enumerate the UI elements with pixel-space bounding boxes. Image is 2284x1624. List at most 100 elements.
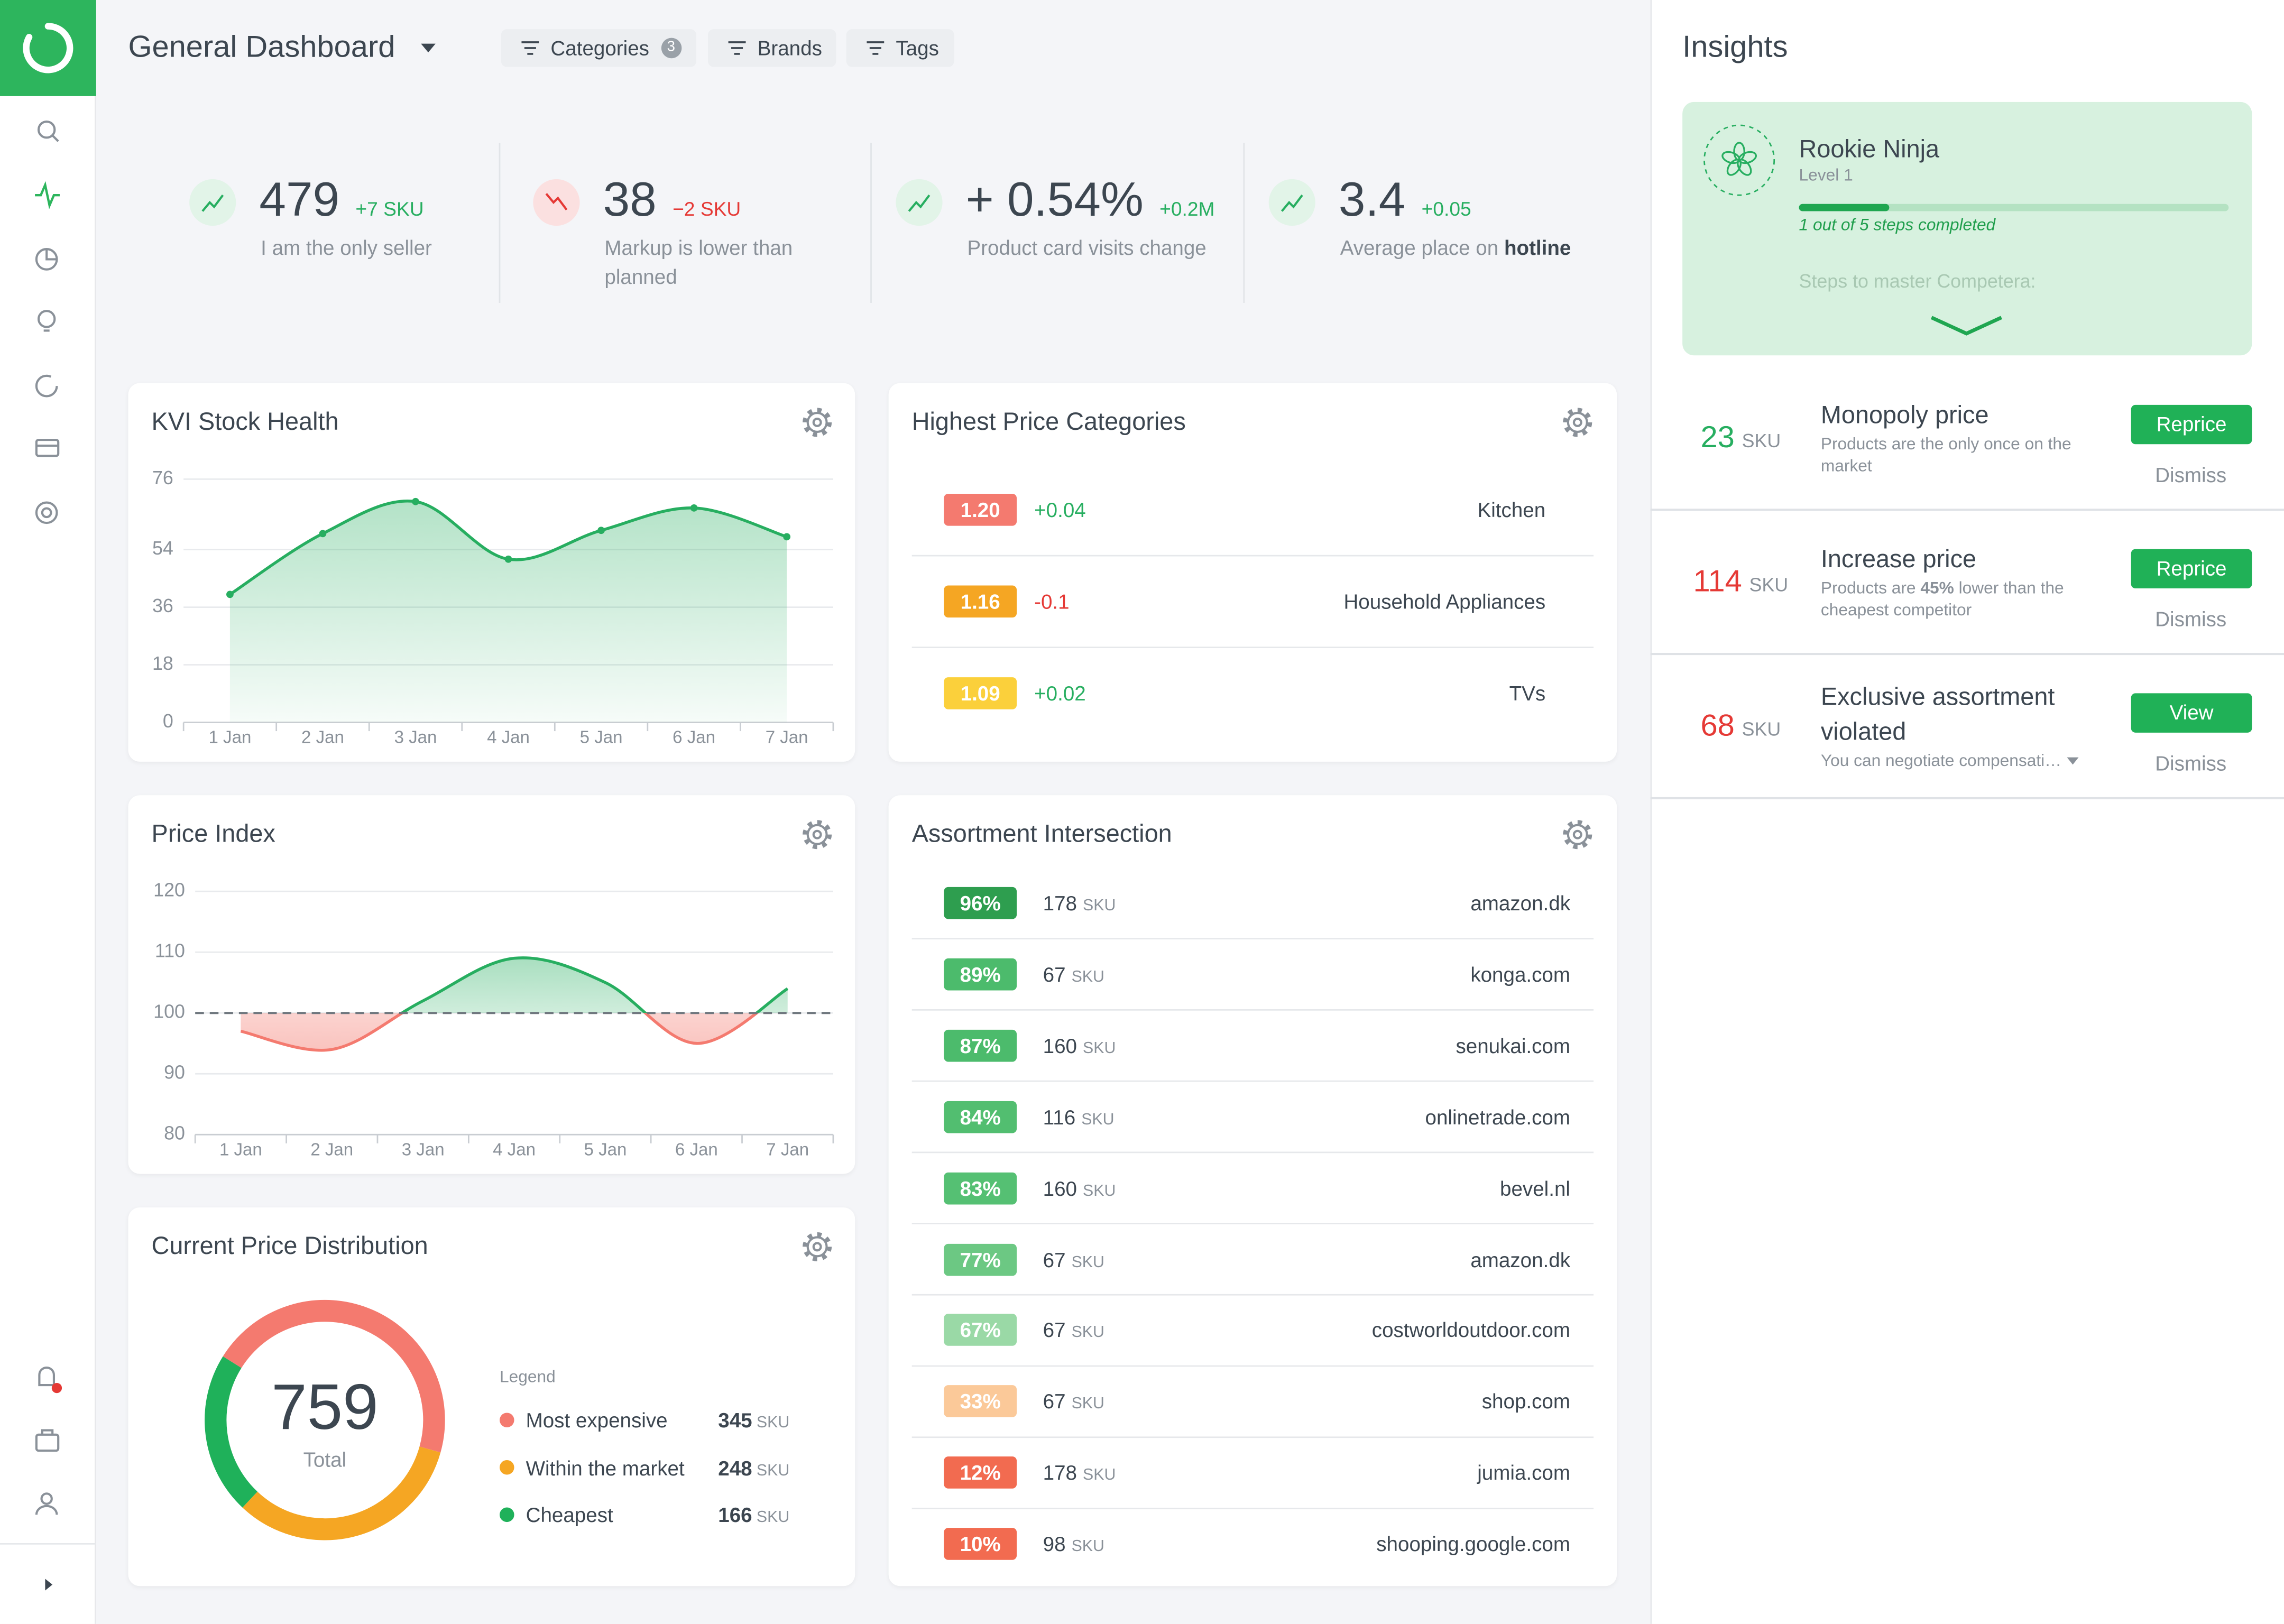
share-badge: 96% (944, 887, 1017, 919)
data-point (504, 555, 512, 563)
filter-count: 3 (660, 38, 681, 59)
desc-part: Products are (1820, 580, 1921, 598)
data-point (690, 504, 698, 512)
x-tick-label: 3 Jan (402, 1140, 445, 1159)
insight-desc: You can negotiate compensati… (1821, 752, 2079, 773)
legend-number: 248 (718, 1455, 752, 1479)
achievement-card (1682, 102, 2252, 356)
kpi-label: I am the only seller (261, 233, 501, 262)
data-point (412, 497, 419, 505)
data-point (226, 590, 234, 598)
donut-total: 759 (271, 1372, 379, 1444)
kpi-value-row: 3.4 +0.05 (1339, 172, 1471, 227)
area-below (241, 1013, 788, 1050)
y-tick-label: 100 (153, 1001, 185, 1022)
sku-unit: SKU (1081, 1111, 1115, 1129)
change: +0.04 (1034, 498, 1086, 522)
nav-pricing (35, 374, 58, 398)
sku-unit: SKU (1083, 1039, 1116, 1057)
sku-number: 178 (1043, 891, 1077, 915)
x-tick-label: 5 Jan (584, 1140, 627, 1159)
competitor-site: senukai.com (1456, 1034, 1570, 1057)
x-tick-label: 7 Jan (766, 728, 808, 748)
data-point (783, 533, 791, 541)
sku-unit: SKU (1071, 1396, 1104, 1414)
sku-count: 178 SKU (1043, 1461, 1116, 1484)
progress-text: 1 out of 5 steps completed (1799, 217, 1996, 235)
legend-number: 166 (718, 1503, 752, 1527)
filter-button[interactable]: Categories 3 (501, 29, 696, 67)
filter-icon (728, 41, 746, 55)
nav-search (51, 134, 59, 142)
gear-icon (1563, 408, 1592, 437)
kpi-trend-icon (545, 193, 568, 210)
x-tick-label: 7 Jan (766, 1140, 809, 1159)
nav-profile (35, 1505, 58, 1515)
kpi-label-text: Markup is lower than planned (604, 236, 793, 289)
filter-button[interactable]: Brands (707, 29, 837, 67)
insight-title: Monopoly price (1820, 401, 1989, 429)
kpi-trend-icon (533, 179, 580, 226)
y-tick-label: 120 (153, 880, 185, 901)
kpi-label-text: Product card visits change (967, 236, 1207, 260)
card-title: KVI Stock Health (151, 408, 339, 436)
sku-number: 67 (1043, 962, 1066, 986)
action-button[interactable]: Reprice (2131, 404, 2252, 445)
line-above (399, 956, 789, 1013)
desc-more[interactable] (2067, 758, 2079, 765)
filter-button[interactable]: Tags (846, 29, 954, 67)
kpi-trend-icon (1268, 179, 1315, 226)
insight-text: Increase price Products are 45% lower tha… (1821, 542, 2112, 623)
insight-count: 114 SKU (1693, 565, 1789, 600)
gear-icon (1572, 418, 1582, 427)
card-title: Price Index (151, 820, 275, 848)
data-point (597, 527, 605, 534)
card-title: Current Price Distribution (151, 1232, 428, 1260)
expand-chevron (1930, 316, 2002, 336)
score-badge: 1.20 (944, 493, 1017, 526)
kpi-value-row: + 0.54% +0.2M (966, 172, 1215, 227)
gear-icon (812, 1242, 822, 1252)
sku-number: 116 (1043, 1105, 1076, 1129)
kpi-value: 3.4 (1338, 172, 1406, 226)
kpi-trend-icon (201, 194, 224, 212)
x-tick-label: 4 Jan (493, 1140, 536, 1159)
dismiss-button[interactable]: Dismiss (2155, 463, 2227, 487)
achievement-name: Rookie Ninja (1799, 135, 1940, 163)
legend-value: 166 SKU (718, 1503, 789, 1526)
legend-swatch (499, 1507, 514, 1522)
desc-part: 45% (1920, 580, 1954, 598)
nav-activity (35, 181, 60, 209)
sku-number: 67 (1043, 1318, 1066, 1342)
sidebar (0, 0, 96, 1624)
dismiss-button[interactable]: Dismiss (2155, 607, 2227, 631)
dismiss-button[interactable]: Dismiss (2155, 751, 2227, 775)
score-badge: 1.09 (944, 677, 1017, 709)
action-button[interactable]: Reprice (2131, 549, 2252, 589)
sku-unit: SKU (1083, 1466, 1116, 1484)
action-button[interactable]: View (2131, 693, 2252, 733)
next-steps: Steps to master Competera: (1799, 270, 2036, 292)
sku-count: 67 SKU (1043, 1248, 1104, 1271)
legend-swatch (499, 1413, 514, 1427)
x-tick-label: 1 Jan (208, 728, 251, 748)
gear-icon (806, 412, 828, 433)
insight-count: 23 SKU (1700, 421, 1781, 456)
card (128, 1207, 855, 1586)
sku-count: 160 SKU (1043, 1034, 1116, 1057)
legend-label: Cheapest (526, 1503, 613, 1527)
sku-number: 178 (1043, 1461, 1077, 1484)
x-tick-label: 6 Jan (673, 728, 715, 748)
gear-icon (1567, 412, 1588, 433)
kpi-value: + 0.54% (965, 172, 1144, 226)
kpi-delta: +0.05 (1421, 198, 1471, 220)
card-title: Assortment Intersection (911, 820, 1172, 848)
kpi-value: 479 (259, 172, 340, 226)
sku-unit: SKU (1071, 1324, 1104, 1342)
nav-ideas (37, 310, 56, 328)
kpi-delta: +0.2M (1159, 198, 1215, 220)
share-badge: 33% (944, 1385, 1017, 1418)
sku-unit: SKU (1071, 968, 1104, 986)
